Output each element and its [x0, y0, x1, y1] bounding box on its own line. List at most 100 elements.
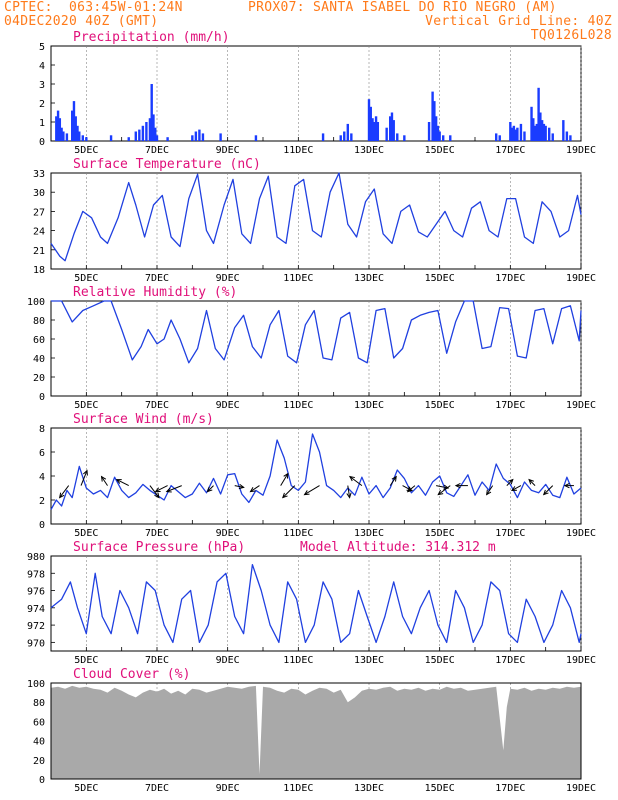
precip-bar: [562, 120, 565, 141]
cloud-title: Cloud Cover (%): [73, 667, 190, 682]
humidity-series-line: [51, 300, 582, 364]
cloud-y-tick-label: 100: [27, 679, 45, 690]
precip-bar: [376, 122, 380, 141]
precip-bar: [154, 127, 157, 141]
wind-y-tick-label: 2: [39, 496, 45, 507]
wind-arrow-head: [346, 492, 352, 499]
temperature-x-tick-label: 15DEC: [425, 273, 455, 284]
precip-bar: [548, 127, 551, 141]
header-coordinates: CPTEC: 063:45W-01:24N: [4, 0, 183, 15]
header-station-name: PROX07: SANTA ISABEL DO RIO NEGRO (AM): [248, 0, 557, 15]
precip-bar: [392, 120, 395, 141]
pressure-x-tick-label: 7DEC: [145, 655, 169, 666]
temperature-y-tick-label: 21: [33, 246, 45, 257]
pressure-model-altitude: Model Altitude: 314.312 m: [300, 540, 496, 555]
humidity-x-tick-label: 15DEC: [425, 400, 455, 411]
wind-x-tick-label: 15DEC: [425, 528, 455, 539]
precip-bar: [544, 125, 547, 141]
precip-bar: [449, 135, 452, 141]
temperature-y-tick-label: 33: [33, 169, 45, 180]
precip-bar: [523, 131, 526, 141]
humidity-panel-frame: [50, 300, 582, 397]
wind-arrow-head: [165, 487, 172, 493]
wind-x-tick-label: 5DEC: [74, 528, 98, 539]
precip-bar: [60, 127, 63, 141]
temperature-y-tick-label: 18: [33, 265, 45, 276]
temperature-y-tick-label: 24: [33, 227, 45, 238]
cloud-x-tick-label: 17DEC: [495, 783, 525, 794]
precip-bar: [390, 112, 394, 141]
wind-x-tick-label: 11DEC: [283, 528, 313, 539]
humidity-x-tick-label: 5DEC: [74, 400, 98, 411]
wind-title: Surface Wind (m/s): [73, 412, 214, 427]
pressure-y-tick-label: 978: [27, 569, 45, 580]
temperature-series-line: [50, 172, 582, 262]
precip-bar: [498, 135, 501, 141]
precip-bar: [141, 125, 145, 141]
cloud-panel-frame-top: [50, 682, 582, 780]
precip-bar: [540, 120, 544, 141]
precip-bar: [127, 137, 130, 141]
precip-x-tick-label: 11DEC: [283, 145, 313, 156]
header-run-date: 04DEC2020 40Z (GMT): [4, 14, 159, 29]
precip-x-tick-label: 9DEC: [216, 145, 240, 156]
humidity-x-tick-label: 9DEC: [216, 400, 240, 411]
wind-x-tick-label: 7DEC: [145, 528, 169, 539]
wind-arrow-head: [115, 479, 122, 484]
precip-y-tick-label: 0: [39, 137, 45, 148]
humidity-x-tick-label: 13DEC: [354, 400, 384, 411]
wind-arrow: [506, 479, 514, 486]
wind-arrow-head: [303, 490, 310, 496]
humidity-x-tick-label: 7DEC: [145, 400, 169, 411]
precip-bar: [346, 123, 349, 141]
wind-arrow: [101, 476, 108, 486]
wind-arrow-head: [238, 483, 245, 490]
precip-bar: [58, 118, 62, 141]
precip-bar: [434, 116, 438, 141]
precip-bar: [191, 135, 194, 141]
precip-bar: [510, 127, 514, 141]
wind-arrow: [304, 485, 320, 496]
precip-bar: [551, 133, 554, 141]
wind-arrow: [407, 485, 416, 492]
wind-arrow-head: [281, 492, 288, 499]
precip-bar: [148, 118, 152, 141]
humidity-x-tick-label: 17DEC: [495, 400, 525, 411]
cloud-y-tick-label: 80: [33, 698, 45, 709]
wind-arrow-head: [58, 492, 65, 499]
temperature-y-tick-label: 30: [33, 188, 45, 199]
temperature-x-tick-label: 13DEC: [354, 273, 384, 284]
wind-y-tick-label: 4: [39, 472, 45, 483]
precip-bar: [533, 125, 537, 141]
temperature-x-tick-label: 9DEC: [216, 273, 240, 284]
pressure-series-line: [50, 563, 582, 644]
wind-arrow-head: [486, 489, 492, 496]
cloud-y-tick-label: 40: [33, 737, 45, 748]
precip-bar: [535, 123, 539, 141]
precip-bar: [539, 112, 542, 141]
wind-y-tick-label: 0: [39, 520, 45, 531]
wind-arrow: [389, 476, 397, 486]
temperature-x-tick-label: 11DEC: [283, 273, 313, 284]
pressure-y-tick-label: 976: [27, 587, 45, 598]
wind-arrow: [528, 479, 536, 486]
precip-bar: [433, 101, 436, 141]
precip-bar: [198, 129, 201, 141]
cloud-x-tick-label: 9DEC: [216, 783, 240, 794]
cloud-cover-area: [51, 685, 581, 779]
precip-bar: [194, 131, 198, 141]
precip-bar: [343, 131, 346, 141]
pressure-x-tick-label: 11DEC: [283, 655, 313, 666]
precip-bar: [78, 131, 81, 141]
wind-arrow: [155, 485, 168, 493]
precip-bar: [134, 131, 137, 141]
wind-arrow: [59, 485, 70, 498]
precip-y-tick-label: 5: [39, 42, 45, 53]
temperature-y-tick-label: 27: [33, 207, 45, 218]
precip-bar: [436, 125, 440, 141]
wind-arrow-head: [563, 482, 570, 489]
wind-arrow: [436, 485, 449, 489]
cloud-x-tick-label: 11DEC: [283, 783, 313, 794]
chart-header: CPTEC: 063:45W-01:24N PROX07: SANTA ISAB…: [0, 0, 618, 48]
